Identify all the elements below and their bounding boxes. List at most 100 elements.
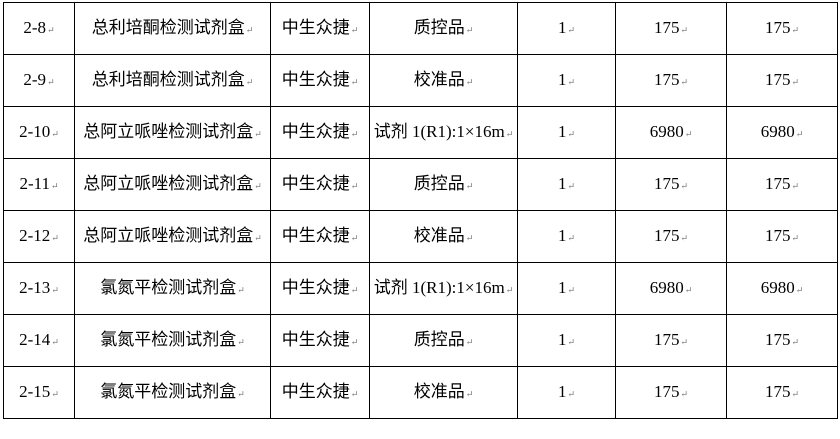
manufacturer-cell-text: 中生众捷 — [282, 330, 359, 349]
quantity-cell-text: 1 — [558, 382, 575, 401]
manufacturer-cell: 中生众捷 — [270, 262, 370, 315]
quantity-cell-text: 1 — [558, 278, 575, 297]
quantity-cell-text: 1 — [558, 226, 575, 245]
specification-cell-text: 试剂 1(R1):1×16m — [374, 122, 514, 141]
table-row: 2-9 总利培酮检测试剂盒 中生众捷 校准品 1 175 175 — [3, 54, 838, 107]
total-price-cell: 175 — [726, 2, 838, 55]
item-number-cell: 2-10 — [3, 106, 75, 159]
total-price-cell-text: 175 — [765, 226, 799, 245]
unit-price-cell: 6980 — [615, 262, 727, 315]
item-number-cell-text: 2-9 — [23, 70, 54, 89]
total-price-cell-text: 175 — [765, 330, 799, 349]
table-row: 2-14 氯氮平检测试剂盒 中生众捷 质控品 1 175 175 — [3, 314, 838, 367]
table-row: 2-11 总阿立哌唑检测试剂盒 中生众捷 质控品 1 175 175 — [3, 158, 838, 211]
unit-price-cell: 6980 — [615, 106, 727, 159]
manufacturer-cell: 中生众捷 — [270, 210, 370, 263]
total-price-cell-text: 175 — [765, 70, 799, 89]
table-row: 2-13 氯氮平检测试剂盒 中生众捷试剂 1(R1):1×16m 1 6980 6980 — [3, 262, 838, 315]
item-number-cell-text: 2-14 — [19, 330, 59, 349]
quantity-cell-text: 1 — [558, 174, 575, 193]
total-price-cell: 6980 — [726, 106, 838, 159]
unit-price-cell-text: 175 — [654, 174, 688, 193]
unit-price-cell: 175 — [615, 210, 727, 263]
item-number-cell: 2-13 — [3, 262, 75, 315]
item-number-cell-text: 2-10 — [19, 122, 59, 141]
product-name-cell-text: 氯氮平检测试剂盒 — [100, 330, 245, 349]
total-price-cell-text: 6980 — [761, 122, 804, 141]
total-price-cell-text: 175 — [765, 174, 799, 193]
unit-price-cell-text: 6980 — [650, 122, 693, 141]
table-row: 2-15 氯氮平检测试剂盒 中生众捷 校准品 1 175 175 — [3, 366, 838, 419]
total-price-cell-text: 6980 — [761, 278, 804, 297]
specification-cell-text: 校准品 — [414, 70, 474, 89]
quantity-cell-text: 1 — [558, 122, 575, 141]
quantity-cell-text: 1 — [558, 70, 575, 89]
specification-cell: 校准品 — [369, 366, 518, 419]
table-row: 2-8 总利培酮检测试剂盒 中生众捷 质控品 1 175 175 — [3, 2, 838, 55]
quantity-cell-text: 1 — [558, 18, 575, 37]
product-name-cell-text: 总利培酮检测试剂盒 — [92, 70, 254, 89]
unit-price-cell-text: 175 — [654, 330, 688, 349]
product-name-cell-text: 总利培酮检测试剂盒 — [92, 18, 254, 37]
unit-price-cell: 175 — [615, 2, 727, 55]
item-number-cell: 2-14 — [3, 314, 75, 367]
manufacturer-cell: 中生众捷 — [270, 106, 370, 159]
specification-cell: 质控品 — [369, 158, 518, 211]
product-name-cell: 总阿立哌唑检测试剂盒 — [74, 158, 271, 211]
product-name-cell: 氯氮平检测试剂盒 — [74, 314, 271, 367]
unit-price-cell: 175 — [615, 158, 727, 211]
product-name-cell: 氯氮平检测试剂盒 — [74, 366, 271, 419]
total-price-cell: 175 — [726, 314, 838, 367]
quantity-cell: 1 — [517, 54, 616, 107]
unit-price-cell-text: 6980 — [650, 278, 693, 297]
manufacturer-cell: 中生众捷 — [270, 366, 370, 419]
quantity-cell: 1 — [517, 314, 616, 367]
manufacturer-cell: 中生众捷 — [270, 314, 370, 367]
specification-cell: 质控品 — [369, 314, 518, 367]
specification-cell-text: 质控品 — [414, 174, 474, 193]
product-name-cell-text: 氯氮平检测试剂盒 — [100, 278, 245, 297]
total-price-cell: 6980 — [726, 262, 838, 315]
unit-price-cell-text: 175 — [654, 226, 688, 245]
unit-price-cell: 175 — [615, 366, 727, 419]
product-name-cell-text: 总阿立哌唑检测试剂盒 — [83, 174, 262, 193]
product-name-cell-text: 总阿立哌唑检测试剂盒 — [83, 226, 262, 245]
item-number-cell: 2-8 — [3, 2, 75, 55]
quantity-cell-text: 1 — [558, 330, 575, 349]
specification-cell-text: 质控品 — [414, 330, 474, 349]
manufacturer-cell-text: 中生众捷 — [282, 122, 359, 141]
manufacturer-cell-text: 中生众捷 — [282, 278, 359, 297]
manufacturer-cell: 中生众捷 — [270, 158, 370, 211]
quantity-cell: 1 — [517, 210, 616, 263]
quantity-cell: 1 — [517, 262, 616, 315]
unit-price-cell-text: 175 — [654, 70, 688, 89]
total-price-cell: 175 — [726, 366, 838, 419]
total-price-cell: 175 — [726, 158, 838, 211]
product-name-cell: 总阿立哌唑检测试剂盒 — [74, 210, 271, 263]
quantity-cell: 1 — [517, 2, 616, 55]
total-price-cell: 175 — [726, 54, 838, 107]
product-name-cell: 总利培酮检测试剂盒 — [74, 54, 271, 107]
product-name-cell: 总利培酮检测试剂盒 — [74, 2, 271, 55]
manufacturer-cell-text: 中生众捷 — [282, 18, 359, 37]
quantity-cell: 1 — [517, 158, 616, 211]
specification-cell: 校准品 — [369, 210, 518, 263]
product-name-cell-text: 总阿立哌唑检测试剂盒 — [83, 122, 262, 141]
table-row: 2-10 总阿立哌唑检测试剂盒 中生众捷试剂 1(R1):1×16m 1 6980 698… — [3, 106, 838, 159]
manufacturer-cell-text: 中生众捷 — [282, 226, 359, 245]
specification-cell: 试剂 1(R1):1×16m — [369, 106, 518, 159]
specification-cell: 质控品 — [369, 2, 518, 55]
specification-cell: 试剂 1(R1):1×16m — [369, 262, 518, 315]
item-number-cell-text: 2-13 — [19, 278, 59, 297]
specification-cell-text: 试剂 1(R1):1×16m — [374, 278, 514, 297]
specification-cell-text: 质控品 — [414, 18, 474, 37]
item-number-cell-text: 2-12 — [19, 226, 59, 245]
item-number-cell: 2-12 — [3, 210, 75, 263]
item-number-cell-text: 2-8 — [23, 18, 54, 37]
item-number-cell: 2-11 — [3, 158, 75, 211]
manufacturer-cell-text: 中生众捷 — [282, 174, 359, 193]
item-number-cell-text: 2-11 — [19, 174, 58, 193]
product-table: 2-8总利培酮检测试剂盒中生众捷质控品11751752-9总利培酮检测试剂盒中生… — [3, 2, 838, 419]
manufacturer-cell: 中生众捷 — [270, 54, 370, 107]
unit-price-cell: 175 — [615, 54, 727, 107]
